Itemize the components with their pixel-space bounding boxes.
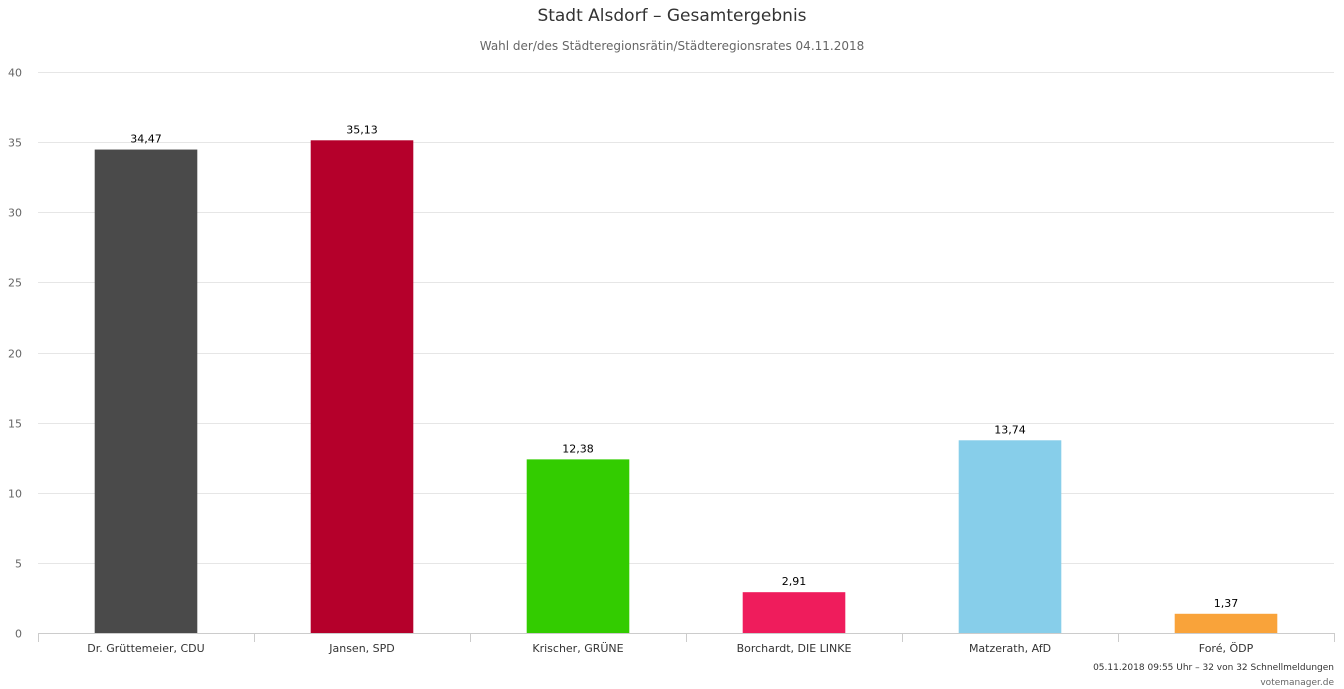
bar[interactable]	[310, 140, 414, 633]
y-tick-label: 35	[8, 137, 22, 150]
bar[interactable]	[526, 459, 630, 633]
y-tick-label: 15	[8, 418, 22, 431]
bar-value-label: 34,47	[130, 133, 162, 146]
x-category-label: Borchardt, DIE LINKE	[737, 642, 852, 655]
y-tick-label: 10	[8, 488, 22, 501]
bar[interactable]	[94, 149, 198, 634]
y-tick-label: 20	[8, 348, 22, 361]
bars: 34,47 35,13 12,38 2,91 13,74 1,37	[94, 123, 1278, 634]
x-category-label: Krischer, GRÜNE	[532, 642, 623, 655]
y-tick-label: 0	[15, 628, 22, 641]
x-category-label: Dr. Grüttemeier, CDU	[87, 642, 204, 655]
footer-source-link[interactable]: votemanager.de	[1260, 678, 1334, 688]
x-category-label: Jansen, SPD	[328, 642, 395, 655]
bar-value-label: 1,37	[1214, 597, 1239, 610]
x-category-label: Matzerath, AfD	[969, 642, 1051, 655]
chart-title: Stadt Alsdorf – Gesamtergebnis	[537, 6, 807, 26]
y-tick-label: 5	[15, 558, 22, 571]
bar-value-label: 13,74	[994, 423, 1026, 436]
bar-value-label: 35,13	[346, 123, 378, 136]
y-tick-label: 40	[8, 67, 22, 80]
y-tick-label: 25	[8, 277, 22, 290]
bar[interactable]	[1174, 613, 1278, 633]
y-axis: 0 5 10 15 20 25 30 35 40	[8, 67, 22, 641]
bar-value-label: 2,91	[782, 575, 807, 588]
bar-value-label: 12,38	[562, 442, 594, 455]
chart-subtitle: Wahl der/des Städteregionsrätin/Städtere…	[479, 39, 865, 53]
y-tick-label: 30	[8, 207, 22, 220]
gridlines	[38, 72, 1334, 634]
bar[interactable]	[958, 440, 1062, 633]
x-category-label: Foré, ÖDP	[1199, 642, 1254, 655]
x-axis: Dr. Grüttemeier, CDU Jansen, SPD Krischer,…	[38, 633, 1335, 655]
bar[interactable]	[742, 592, 846, 633]
footer-status: 05.11.2018 09:55 Uhr – 32 von 32 Schnell…	[1093, 663, 1334, 673]
